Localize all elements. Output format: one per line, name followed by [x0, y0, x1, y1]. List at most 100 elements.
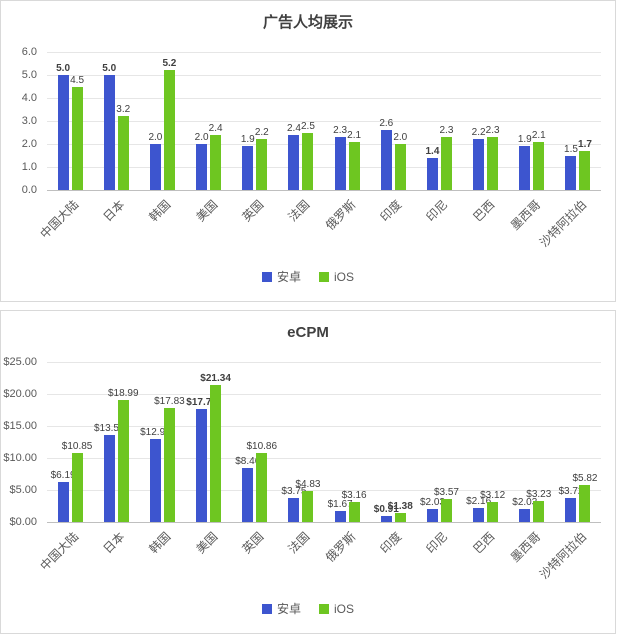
bar-android — [519, 146, 531, 190]
x-category-label: 墨西哥 — [507, 529, 544, 565]
bar-ios — [487, 502, 499, 522]
data-label: 1.9 — [517, 134, 532, 146]
bar-slot-ios: $5.82 — [572, 473, 597, 522]
bar-slot-ios: $21.34 — [200, 373, 231, 522]
y-tick-label: 0.0 — [21, 184, 37, 196]
data-label: 2.0 — [393, 132, 408, 143]
bar-ios — [302, 132, 314, 190]
data-label: 2.3 — [485, 125, 500, 137]
data-label: $5.82 — [572, 472, 598, 484]
bar-group: $6.19 $10.85 — [47, 441, 93, 522]
data-label: $13.56 — [93, 423, 125, 435]
data-label: $2.03 — [419, 497, 445, 509]
x-slot: 美国 — [186, 190, 232, 260]
bar-group: $8.46 $10.86 — [232, 441, 278, 522]
bar-slot-ios: $17.83 — [154, 396, 185, 522]
data-label: 1.9 — [240, 134, 255, 146]
x-category-label: 中国大陆 — [37, 529, 82, 574]
data-label: $6.19 — [50, 470, 76, 482]
bar-android — [473, 139, 485, 190]
y-tick-label: 6.0 — [21, 46, 37, 58]
bar-slot-ios: $18.99 — [108, 388, 139, 522]
bar-group: 1.9 2.2 — [232, 127, 278, 190]
bar-android — [57, 75, 69, 190]
bar-slot-android: $1.67 — [328, 499, 353, 522]
bar-group: 2.2 2.3 — [463, 125, 509, 190]
data-label: 2.0 — [194, 132, 209, 143]
x-category-label: 法国 — [285, 529, 313, 557]
data-label: $2.03 — [512, 497, 538, 509]
bar-slot-ios: $3.57 — [434, 487, 459, 522]
data-label: 2.4 — [286, 122, 301, 134]
x-slot: 俄罗斯 — [323, 522, 370, 592]
plot-area: 5.0 4.5 5.0 3.2 2.0 5.2 2.0 2.4 1.9 2.2 2.4 2.5 2.3 2… — [47, 52, 601, 191]
x-axis-labels: 中国大陆 日本 韩国 美国 英国 法国 俄罗斯 印度 印尼 巴西 墨西哥 沙特阿拉伯 — [38, 522, 601, 592]
y-tick-label: $0.00 — [9, 516, 37, 528]
legend-item-ios: iOS — [319, 270, 354, 284]
bar-android — [103, 435, 115, 522]
bar-group: 2.6 2.0 — [370, 118, 416, 190]
bar-android — [103, 75, 115, 190]
data-label: 2.2 — [471, 127, 486, 139]
bar-slot-ios: 2.1 — [532, 130, 546, 190]
gridline — [47, 490, 601, 491]
data-label: 1.7 — [578, 138, 592, 150]
legend-swatch-ios — [319, 271, 329, 282]
y-tick-label: $20.00 — [3, 388, 37, 400]
gridline — [47, 362, 601, 363]
data-label: $2.16 — [466, 496, 492, 508]
x-slot: 日本 — [93, 522, 139, 592]
y-tick-label: 1.0 — [21, 161, 37, 173]
chart-title-ad-impressions: 广告人均展示 — [262, 14, 353, 31]
bar-slot-ios: 2.3 — [440, 125, 453, 190]
bar-slot-ios: 2.1 — [347, 130, 361, 190]
data-label: 2.1 — [531, 129, 546, 141]
bar-android — [380, 130, 392, 190]
y-axis: 6.0 5.0 4.0 3.0 2.0 1.0 0.0 — [1, 46, 43, 196]
x-slot: 印度 — [370, 190, 416, 260]
bar-android — [196, 144, 208, 190]
data-label: 5.2 — [162, 58, 177, 70]
data-label: $1.38 — [387, 501, 413, 513]
x-slot: 韩国 — [139, 190, 185, 260]
bar-ios — [579, 484, 591, 522]
data-label: $4.83 — [295, 479, 321, 491]
x-category-label: 巴西 — [470, 197, 497, 225]
x-category-label: 韩国 — [146, 529, 174, 557]
x-slot: 印度 — [370, 522, 416, 592]
x-slot: 日本 — [93, 190, 139, 260]
y-tick-label: 4.0 — [21, 92, 37, 104]
bar-group: $17.71 $21.34 — [186, 373, 232, 522]
data-label: 2.5 — [300, 120, 315, 132]
x-slot: 英国 — [232, 522, 278, 592]
data-label: 1.4 — [425, 145, 440, 157]
bar-android — [565, 155, 577, 190]
data-label: $12.93 — [140, 427, 171, 439]
bar-ios — [117, 400, 129, 522]
x-slot: 韩国 — [139, 522, 185, 592]
bar-group: 1.5 1.7 — [555, 139, 601, 190]
x-slot: 美国 — [186, 522, 232, 592]
bar-group: $3.75 $4.83 — [278, 479, 324, 522]
bar-android — [288, 498, 300, 522]
bar-ios — [394, 513, 406, 522]
bar-slot-android: 2.2 — [472, 127, 486, 190]
x-axis-line — [47, 190, 601, 191]
x-category-label: 美国 — [193, 197, 220, 225]
bar-ios — [210, 385, 222, 522]
bar-slot-ios: 2.3 — [486, 125, 500, 190]
bar-slot-ios: $3.23 — [526, 489, 551, 522]
bar-group: 2.0 2.4 — [186, 123, 232, 190]
y-tick-label: $5.00 — [9, 484, 37, 496]
bar-slot-android: $3.72 — [558, 486, 583, 522]
bar-group: $2.03 $3.23 — [509, 489, 555, 522]
data-label: $1.67 — [327, 499, 353, 511]
x-axis-labels: 中国大陆 日本 韩国 美国 英国 法国 俄罗斯 印度 印尼 巴西 墨西哥 沙特阿拉伯 — [38, 190, 601, 260]
bar-group: 2.3 2.1 — [324, 125, 370, 190]
x-category-label: 日本 — [100, 197, 128, 225]
x-slot: 法国 — [278, 190, 324, 260]
bar-ios — [210, 134, 222, 190]
data-label: 2.6 — [379, 118, 394, 130]
data-label: 2.4 — [208, 122, 223, 134]
bar-ios — [302, 491, 314, 522]
